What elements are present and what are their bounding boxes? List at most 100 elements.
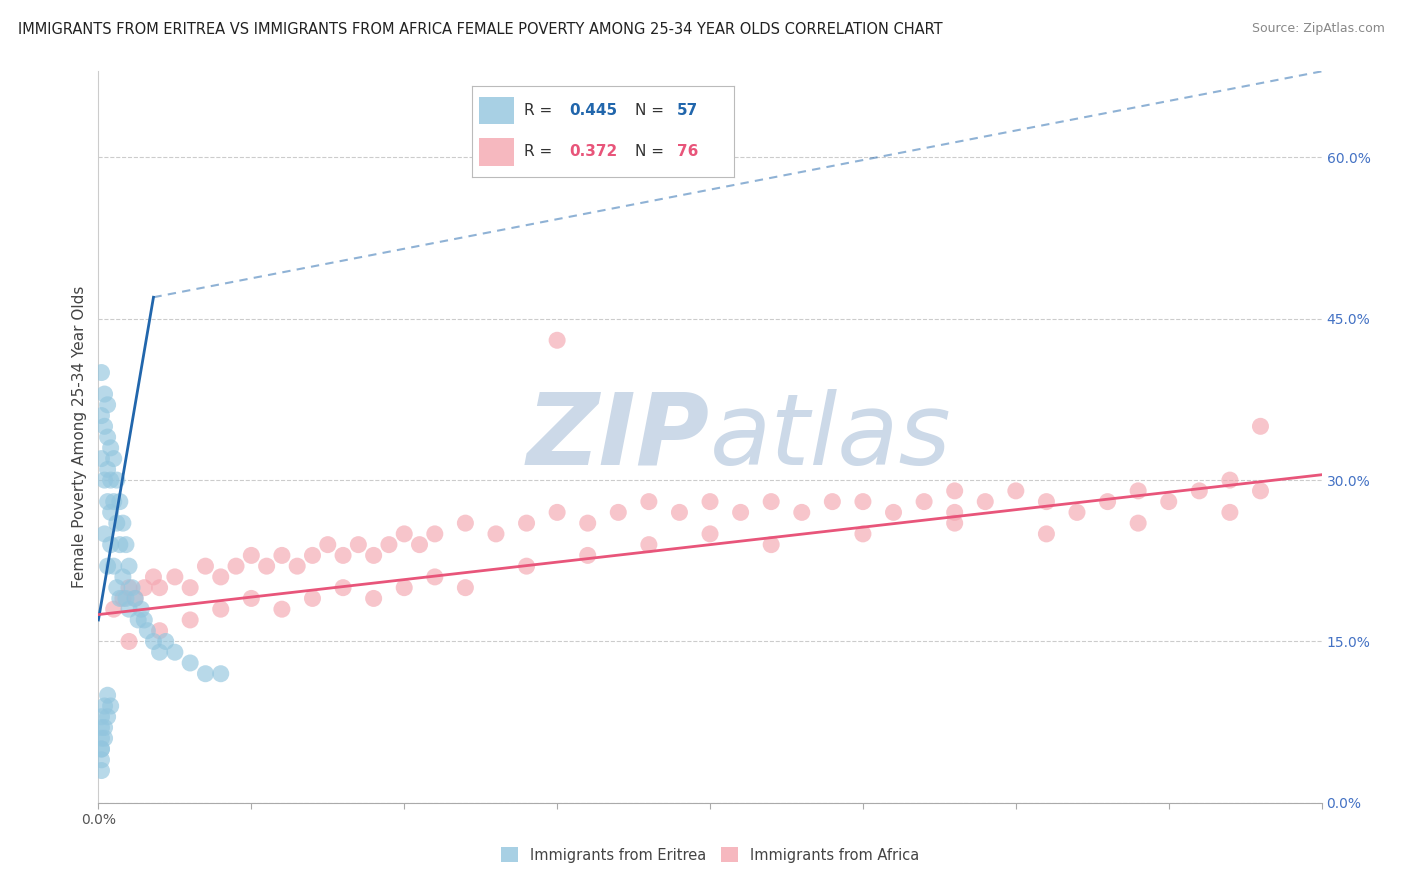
Point	[179, 581, 201, 595]
Point	[637, 494, 661, 508]
Point	[97, 462, 120, 476]
Point	[1128, 483, 1150, 498]
Point	[90, 721, 112, 735]
Point	[115, 538, 138, 552]
Point	[93, 698, 115, 713]
Point	[129, 602, 152, 616]
Point	[576, 516, 599, 530]
Point	[209, 602, 232, 616]
Point	[97, 710, 120, 724]
Point	[790, 505, 813, 519]
Point	[1188, 483, 1211, 498]
Point	[90, 742, 112, 756]
Point	[699, 494, 721, 508]
Point	[1249, 419, 1271, 434]
Point	[118, 602, 141, 616]
Point	[285, 559, 308, 574]
Point	[90, 764, 112, 778]
Point	[111, 591, 134, 606]
Point	[1035, 527, 1057, 541]
Point	[90, 753, 112, 767]
Point	[194, 559, 217, 574]
Point	[108, 538, 131, 552]
Point	[516, 559, 538, 574]
Point	[943, 505, 966, 519]
Point	[225, 559, 247, 574]
Point	[103, 559, 125, 574]
Point	[392, 527, 416, 541]
Point	[1066, 505, 1088, 519]
Point	[149, 581, 172, 595]
Y-axis label: Female Poverty Among 25-34 Year Olds: Female Poverty Among 25-34 Year Olds	[72, 286, 87, 588]
Point	[730, 505, 752, 519]
Point	[118, 634, 141, 648]
Point	[485, 527, 508, 541]
Point	[852, 494, 875, 508]
Point	[105, 473, 128, 487]
Point	[1249, 483, 1271, 498]
Point	[668, 505, 690, 519]
Point	[821, 494, 844, 508]
Point	[179, 613, 201, 627]
Point	[108, 591, 131, 606]
Text: IMMIGRANTS FROM ERITREA VS IMMIGRANTS FROM AFRICA FEMALE POVERTY AMONG 25-34 YEA: IMMIGRANTS FROM ERITREA VS IMMIGRANTS FR…	[18, 22, 943, 37]
Point	[516, 516, 538, 530]
Point	[93, 473, 115, 487]
Point	[93, 731, 115, 746]
Point	[1219, 505, 1241, 519]
Point	[270, 602, 292, 616]
Point	[100, 473, 122, 487]
Point	[115, 591, 138, 606]
Point	[103, 602, 125, 616]
Text: atlas: atlas	[710, 389, 952, 485]
Point	[240, 591, 263, 606]
Point	[90, 366, 112, 380]
Point	[105, 516, 128, 530]
Text: ZIP: ZIP	[527, 389, 710, 485]
Point	[546, 333, 568, 347]
Point	[149, 645, 172, 659]
Point	[118, 559, 141, 574]
Point	[97, 688, 120, 702]
Point	[90, 731, 112, 746]
Point	[194, 666, 217, 681]
Point	[423, 570, 446, 584]
Point	[1097, 494, 1119, 508]
Point	[93, 387, 115, 401]
Point	[179, 656, 201, 670]
Point	[546, 505, 568, 519]
Point	[852, 527, 875, 541]
Point	[90, 451, 112, 466]
Point	[332, 549, 354, 563]
Point	[111, 570, 134, 584]
Point	[301, 591, 323, 606]
Point	[256, 559, 278, 574]
Point	[93, 721, 115, 735]
Point	[316, 538, 339, 552]
Point	[209, 666, 232, 681]
Point	[142, 634, 165, 648]
Point	[699, 527, 721, 541]
Point	[332, 581, 354, 595]
Point	[607, 505, 630, 519]
Point	[97, 430, 120, 444]
Point	[363, 591, 385, 606]
Point	[347, 538, 370, 552]
Point	[912, 494, 935, 508]
Point	[1157, 494, 1180, 508]
Point	[378, 538, 401, 552]
Point	[423, 527, 446, 541]
Point	[136, 624, 159, 638]
Point	[134, 613, 156, 627]
Text: Source: ZipAtlas.com: Source: ZipAtlas.com	[1251, 22, 1385, 36]
Point	[108, 494, 131, 508]
Point	[100, 441, 122, 455]
Point	[100, 538, 122, 552]
Point	[121, 581, 143, 595]
Point	[974, 494, 997, 508]
Point	[454, 581, 477, 595]
Point	[97, 559, 120, 574]
Point	[97, 494, 120, 508]
Point	[90, 742, 112, 756]
Point	[363, 549, 385, 563]
